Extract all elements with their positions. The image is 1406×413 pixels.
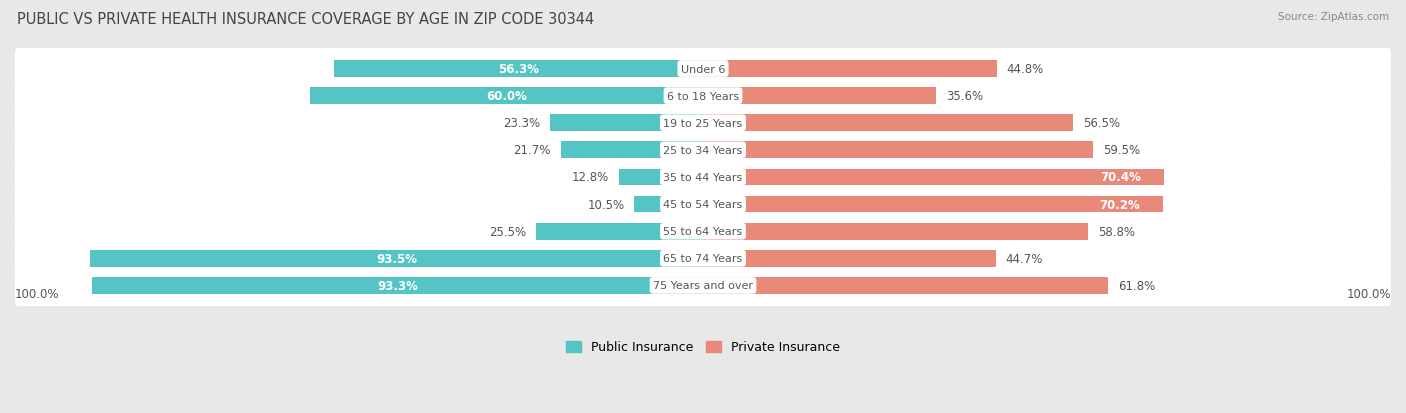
Text: 44.7%: 44.7% — [1005, 252, 1043, 265]
Bar — [703, 142, 1092, 159]
Text: 56.5%: 56.5% — [1083, 117, 1121, 130]
Text: 23.3%: 23.3% — [503, 117, 540, 130]
Bar — [90, 250, 703, 267]
Text: 19 to 25 Years: 19 to 25 Years — [664, 119, 742, 128]
Bar — [309, 88, 703, 105]
Text: 61.8%: 61.8% — [1118, 279, 1154, 292]
Bar — [703, 223, 1088, 240]
Text: Source: ZipAtlas.com: Source: ZipAtlas.com — [1278, 12, 1389, 22]
Text: 44.8%: 44.8% — [1007, 63, 1043, 76]
Text: 93.3%: 93.3% — [377, 279, 418, 292]
Text: 35.6%: 35.6% — [946, 90, 983, 103]
Bar — [335, 61, 703, 78]
Text: 93.5%: 93.5% — [377, 252, 418, 265]
Text: 21.7%: 21.7% — [513, 144, 551, 157]
Bar — [550, 115, 703, 132]
Text: 10.5%: 10.5% — [588, 198, 624, 211]
FancyBboxPatch shape — [15, 265, 1391, 306]
Text: 55 to 64 Years: 55 to 64 Years — [664, 227, 742, 237]
Text: 70.2%: 70.2% — [1099, 198, 1140, 211]
Bar — [703, 250, 995, 267]
Text: 25 to 34 Years: 25 to 34 Years — [664, 145, 742, 155]
FancyBboxPatch shape — [15, 49, 1391, 90]
Text: PUBLIC VS PRIVATE HEALTH INSURANCE COVERAGE BY AGE IN ZIP CODE 30344: PUBLIC VS PRIVATE HEALTH INSURANCE COVER… — [17, 12, 595, 27]
FancyBboxPatch shape — [15, 211, 1391, 252]
Bar — [703, 196, 1163, 213]
Text: 100.0%: 100.0% — [15, 287, 59, 301]
Bar — [634, 196, 703, 213]
Text: 70.4%: 70.4% — [1101, 171, 1142, 184]
Bar — [703, 115, 1073, 132]
Text: 58.8%: 58.8% — [1098, 225, 1135, 238]
Bar — [703, 278, 1108, 294]
Bar — [703, 169, 1164, 186]
Text: 75 Years and over: 75 Years and over — [652, 281, 754, 291]
Text: 25.5%: 25.5% — [489, 225, 526, 238]
Bar — [536, 223, 703, 240]
Text: 65 to 74 Years: 65 to 74 Years — [664, 254, 742, 263]
Text: 35 to 44 Years: 35 to 44 Years — [664, 173, 742, 183]
Text: 12.8%: 12.8% — [572, 171, 609, 184]
FancyBboxPatch shape — [15, 157, 1391, 198]
FancyBboxPatch shape — [15, 76, 1391, 117]
Text: 59.5%: 59.5% — [1102, 144, 1140, 157]
FancyBboxPatch shape — [15, 238, 1391, 279]
Bar — [91, 278, 703, 294]
Text: 60.0%: 60.0% — [486, 90, 527, 103]
Bar — [703, 61, 997, 78]
Text: 6 to 18 Years: 6 to 18 Years — [666, 91, 740, 101]
Text: 45 to 54 Years: 45 to 54 Years — [664, 199, 742, 209]
FancyBboxPatch shape — [15, 103, 1391, 144]
Text: 56.3%: 56.3% — [498, 63, 538, 76]
Bar — [561, 142, 703, 159]
FancyBboxPatch shape — [15, 184, 1391, 225]
Bar — [703, 88, 936, 105]
Text: Under 6: Under 6 — [681, 64, 725, 74]
Bar — [619, 169, 703, 186]
Text: 100.0%: 100.0% — [1347, 287, 1391, 301]
Legend: Public Insurance, Private Insurance: Public Insurance, Private Insurance — [561, 336, 845, 358]
FancyBboxPatch shape — [15, 130, 1391, 171]
